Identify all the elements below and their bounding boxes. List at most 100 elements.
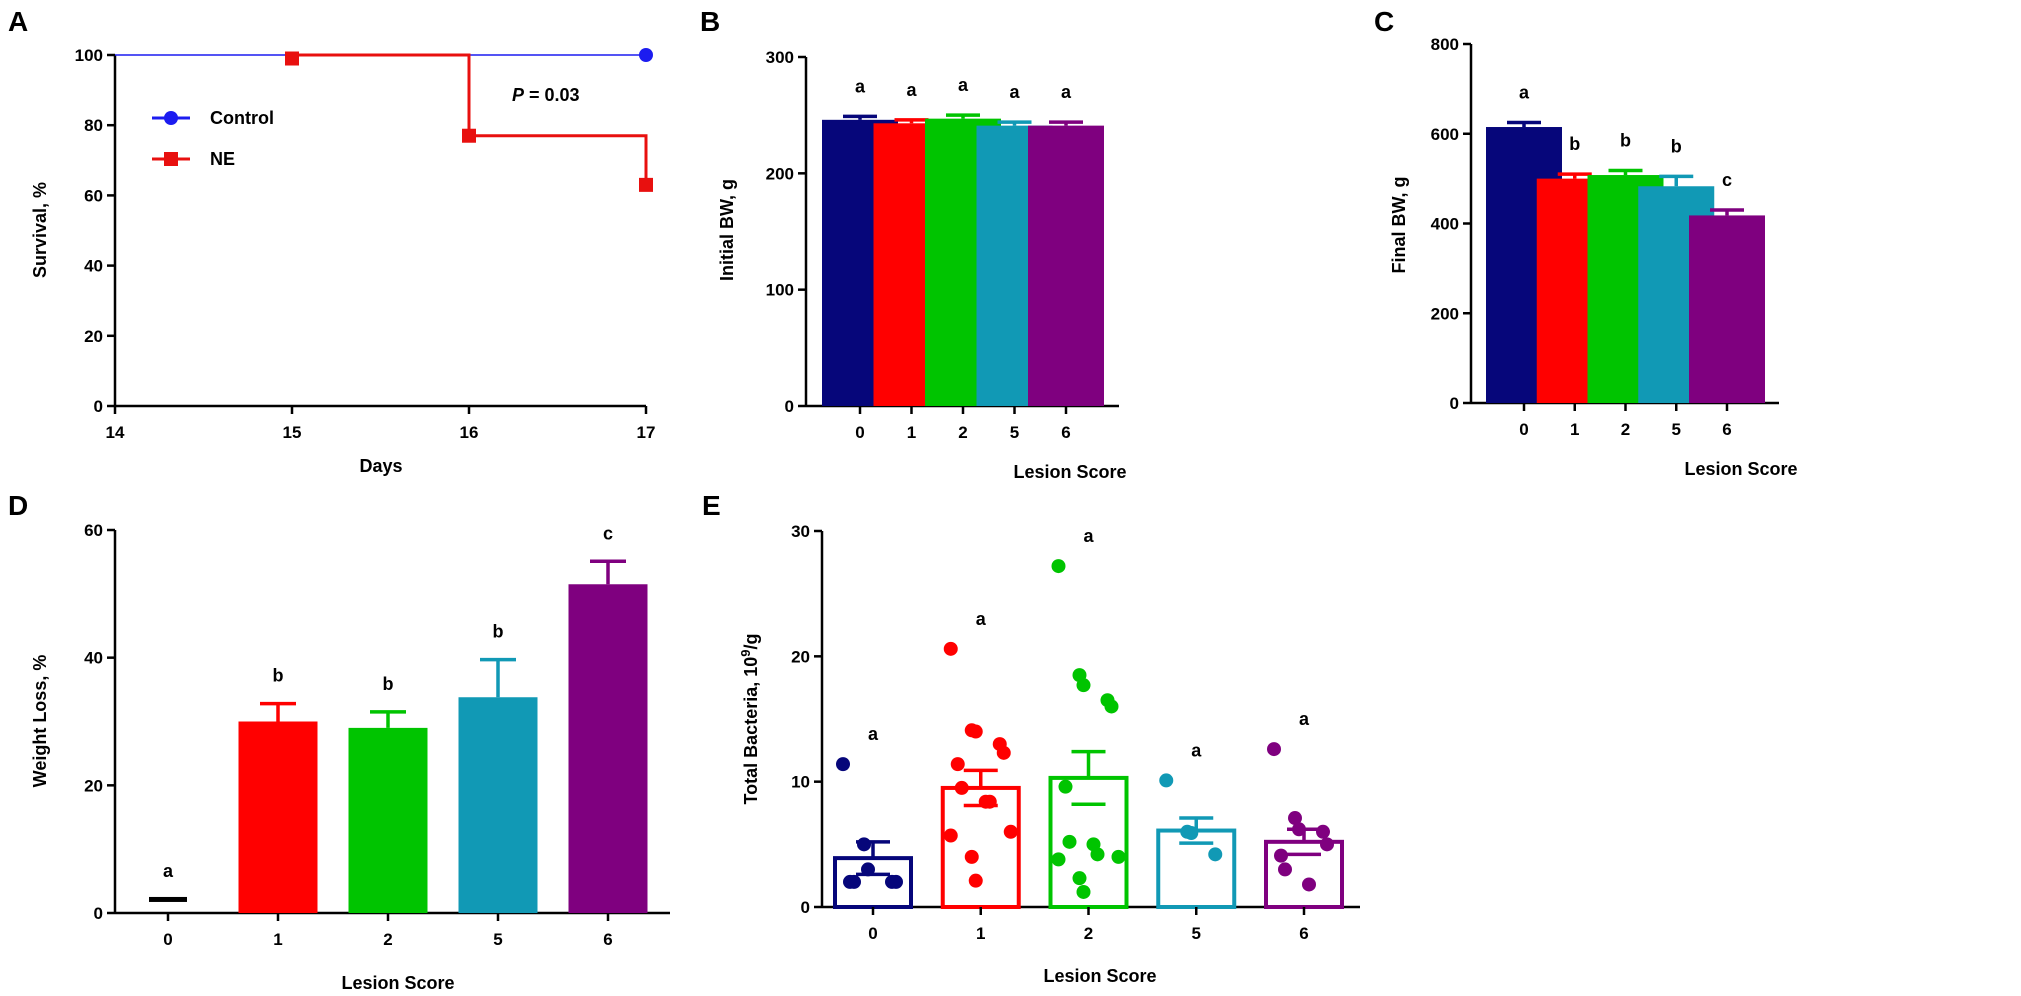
panel-c-y-tick-label: 800 — [1431, 35, 1459, 54]
data-point-score-1 — [1003, 824, 1018, 839]
panel-c-y-tick-label: 200 — [1431, 304, 1459, 323]
sig-letter-score-1: a — [976, 609, 987, 629]
data-point-score-6 — [1316, 824, 1330, 839]
data-point-score-0 — [889, 874, 903, 889]
panel-b-x-tick-label: 5 — [1010, 423, 1019, 442]
panel-d-x-tick-label: 6 — [603, 930, 612, 949]
panel-d-x-tick-label: 5 — [493, 930, 502, 949]
panel-b-y-tick-label: 0 — [785, 397, 794, 416]
legend-marker-control — [164, 111, 178, 125]
data-point-score-1 — [950, 757, 965, 772]
panel-b-y-tick-label: 300 — [766, 48, 794, 67]
panel-e-x-tick-label: 6 — [1299, 924, 1308, 943]
panel-c-y-tick-label: 600 — [1431, 125, 1459, 144]
data-point-score-1 — [943, 641, 958, 656]
panel-c-y-tick-label: 0 — [1450, 394, 1459, 413]
panel-letter-d: D — [8, 490, 28, 521]
sig-letter-score-5: a — [1009, 82, 1020, 102]
data-point-score-2 — [1058, 779, 1073, 794]
data-point-score-0 — [836, 757, 850, 772]
panel-a-y-tick-label: 40 — [84, 257, 103, 276]
panel-d-x-tick-label: 1 — [273, 930, 282, 949]
panel-a-y-tick-label: 0 — [94, 397, 103, 416]
p-value-annotation: P = 0.03 — [512, 85, 580, 105]
panel-b-y-axis-title: Initial BW, g — [717, 179, 737, 281]
panel-e-total-bacteria-chart: 0 10 20 30 0 a 1 a 2 a 5 a 6 a Lesion Score Total Bacte… — [738, 522, 1360, 986]
panel-d-x-tick-label: 0 — [163, 930, 172, 949]
p-value-symbol: P — [512, 85, 525, 105]
panel-b-y-tick-label: 100 — [766, 281, 794, 300]
panel-d-y-tick-label: 0 — [94, 904, 103, 923]
p-value-text: = 0.03 — [524, 85, 580, 105]
panel-a-y-tick-label: 80 — [84, 116, 103, 135]
bar-score-6 — [568, 584, 648, 913]
panel-b-x-tick-label: 2 — [958, 423, 967, 442]
panel-e-y-tick-label: 20 — [791, 647, 810, 666]
panel-e-x-tick-label: 5 — [1192, 924, 1201, 943]
panel-a-x-tick-label: 15 — [283, 423, 302, 442]
legend-marker-ne — [164, 152, 178, 166]
data-point-score-5 — [1208, 847, 1223, 862]
y-title-unit: /g — [741, 634, 761, 650]
panel-e-y-tick-label: 0 — [801, 898, 810, 917]
data-point-score-2 — [1076, 678, 1091, 693]
series-marker-ne — [462, 128, 476, 143]
panel-c-y-axis-title: Final BW, g — [1389, 177, 1409, 274]
panel-a-y-tick-label: 20 — [84, 327, 103, 346]
bar-score-5 — [458, 697, 538, 913]
panel-c-x-tick-label: 1 — [1570, 420, 1579, 439]
panel-d-weight-loss-chart: 0 20 40 60 0 a 1 b 2 b 5 b 6 c Lesion Score Weight Loss… — [30, 521, 670, 993]
sig-letter-score-6: a — [1299, 709, 1310, 729]
sig-letter-score-6: a — [1061, 82, 1072, 102]
panel-e-x-tick-label: 1 — [976, 924, 985, 943]
data-point-score-6 — [1278, 862, 1292, 877]
sig-letter-score-0: a — [855, 76, 866, 96]
panel-d-y-tick-label: 40 — [84, 649, 103, 668]
sig-letter-score-2: b — [383, 674, 394, 694]
bar-score-0 — [149, 896, 187, 902]
data-point-score-2 — [1090, 847, 1105, 862]
panel-letter-c: C — [1374, 6, 1394, 37]
panel-c-x-tick-label: 5 — [1672, 420, 1681, 439]
panel-b-x-tick-label: 1 — [907, 423, 916, 442]
panel-d-y-tick-label: 60 — [84, 521, 103, 540]
sig-letter-score-0: a — [1519, 83, 1530, 103]
panel-b-y-tick-label: 200 — [766, 164, 794, 183]
sig-letter-score-2: a — [958, 75, 969, 95]
panel-b-x-tick-label: 6 — [1061, 423, 1070, 442]
data-point-score-0 — [857, 837, 871, 852]
data-point-score-0 — [861, 862, 875, 877]
data-point-score-6 — [1302, 877, 1316, 892]
data-point-score-5 — [1159, 773, 1174, 788]
sig-letter-score-2: a — [1083, 526, 1094, 546]
panel-e-y-axis-title: Total Bacteria, 109/g — [738, 634, 761, 805]
panel-c-x-tick-label: 0 — [1519, 420, 1528, 439]
data-point-score-2 — [1062, 834, 1077, 849]
data-point-score-2 — [1076, 884, 1091, 899]
panel-e-y-tick-label: 30 — [791, 522, 810, 541]
data-point-score-2 — [1072, 871, 1087, 886]
data-point-score-6 — [1320, 837, 1334, 852]
data-point-score-6 — [1274, 848, 1288, 863]
panel-letter-e: E — [702, 490, 721, 521]
data-point-score-1 — [996, 745, 1011, 760]
series-marker-ne — [639, 177, 653, 192]
data-point-score-2 — [1104, 699, 1119, 714]
panel-d-x-tick-label: 2 — [383, 930, 392, 949]
data-point-score-6 — [1288, 811, 1302, 826]
legend-label-ne: NE — [210, 149, 235, 169]
sig-letter-score-1: a — [906, 80, 917, 100]
bar-score-6 — [1689, 215, 1765, 403]
data-point-score-6 — [1267, 742, 1281, 757]
panel-c-x-tick-label: 2 — [1621, 420, 1630, 439]
data-point-score-1 — [954, 780, 969, 795]
panel-letter-b: B — [700, 6, 720, 37]
data-point-score-1 — [943, 828, 958, 843]
panel-a-x-axis-title: Days — [359, 456, 402, 476]
panel-e-x-tick-label: 2 — [1084, 924, 1093, 943]
panel-d-y-axis-title: Weight Loss, % — [30, 655, 50, 788]
sig-letter-score-5: b — [1671, 136, 1682, 156]
panel-c-x-tick-label: 6 — [1722, 420, 1731, 439]
data-point-score-2 — [1111, 849, 1126, 864]
panel-b-initial-bw-chart: 0 100 200 300 0 a 1 a 2 a 5 a 6 a Lesion Score Initial … — [717, 48, 1127, 482]
